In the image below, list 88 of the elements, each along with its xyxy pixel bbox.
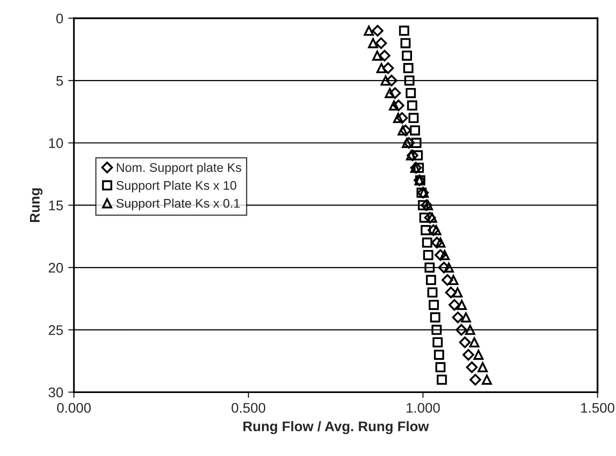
point xyxy=(392,100,404,112)
point xyxy=(410,125,420,136)
point xyxy=(452,312,464,324)
point xyxy=(469,337,480,348)
point xyxy=(375,37,387,49)
point xyxy=(414,162,424,173)
point xyxy=(423,250,434,260)
point xyxy=(438,262,450,274)
point xyxy=(399,26,410,36)
point xyxy=(407,100,418,111)
y-tick-label: 5 xyxy=(56,76,63,86)
point xyxy=(384,88,395,98)
point xyxy=(445,286,457,298)
point xyxy=(428,224,440,236)
point xyxy=(431,225,442,236)
point xyxy=(424,262,435,273)
legend-label: Support Plate Ks x 10 xyxy=(116,180,236,192)
legend-label: Support Plate Ks x 0.1 xyxy=(116,198,240,210)
point xyxy=(420,225,431,236)
point xyxy=(426,274,436,286)
point xyxy=(452,287,463,298)
point xyxy=(435,238,446,248)
point xyxy=(436,374,447,385)
point xyxy=(402,50,412,61)
point xyxy=(444,262,454,273)
point xyxy=(400,124,412,136)
point xyxy=(403,63,414,74)
y-tick-label: 10 xyxy=(49,138,63,148)
point xyxy=(380,75,391,86)
point xyxy=(418,200,428,210)
y-tick-label: 15 xyxy=(49,200,63,210)
point xyxy=(473,350,484,360)
point xyxy=(408,112,419,124)
point xyxy=(432,337,443,348)
point xyxy=(419,212,430,223)
point xyxy=(466,361,478,374)
point xyxy=(382,62,394,74)
point xyxy=(411,138,422,148)
x-axis-title: Rung Flow / Avg. Rung Flow xyxy=(243,421,429,434)
x-tick-label: 0.500 xyxy=(232,402,266,413)
y-tick-label: 20 xyxy=(48,262,63,273)
point xyxy=(404,75,414,86)
point xyxy=(448,299,460,311)
y-tick-label: 30 xyxy=(48,387,63,398)
point xyxy=(434,350,444,360)
point xyxy=(448,274,458,286)
point xyxy=(460,312,471,322)
point xyxy=(406,88,416,98)
point xyxy=(470,374,482,386)
point xyxy=(430,312,440,322)
point xyxy=(372,50,382,61)
point xyxy=(386,74,398,86)
point xyxy=(427,287,438,298)
y-tick-label: 0 xyxy=(56,14,63,24)
point xyxy=(388,100,400,111)
point xyxy=(393,112,404,124)
point xyxy=(412,150,423,160)
point xyxy=(396,112,408,124)
point xyxy=(398,125,408,136)
point xyxy=(442,274,454,286)
point xyxy=(465,324,476,335)
point xyxy=(372,24,384,37)
point xyxy=(435,362,446,372)
point xyxy=(378,50,390,62)
x-tick-label: 1.500 xyxy=(581,402,614,413)
point xyxy=(459,336,471,348)
x-tick-label: 1.000 xyxy=(406,402,440,413)
point xyxy=(462,348,474,361)
point xyxy=(456,324,468,336)
point xyxy=(456,300,467,310)
point xyxy=(432,324,442,335)
point xyxy=(431,236,443,248)
point xyxy=(424,212,436,224)
y-axis-title: Rung xyxy=(30,188,42,222)
point xyxy=(482,374,492,385)
point xyxy=(428,300,439,310)
point xyxy=(389,87,401,99)
point xyxy=(440,250,450,260)
point xyxy=(400,38,411,48)
point xyxy=(422,238,432,248)
point xyxy=(368,38,378,48)
y-tick-label: 25 xyxy=(48,325,63,336)
legend-label: Nom. Support plate Ks xyxy=(116,162,242,174)
x-tick-label: 0.000 xyxy=(57,402,91,413)
point xyxy=(434,249,446,261)
point xyxy=(376,63,387,74)
point xyxy=(478,362,488,372)
point xyxy=(364,26,374,36)
